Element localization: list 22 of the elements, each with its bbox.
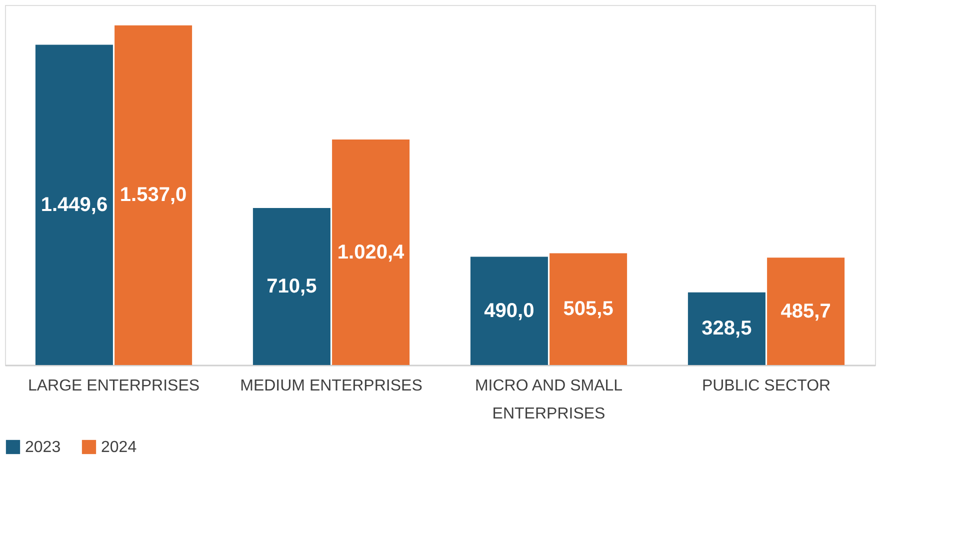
legend-label: 2024 — [101, 439, 137, 456]
data-label: 490,0 — [484, 300, 534, 322]
bar — [470, 256, 548, 365]
data-label: 710,5 — [266, 276, 317, 298]
bar — [114, 25, 192, 365]
bar — [252, 208, 330, 365]
bar — [550, 253, 628, 365]
bar — [688, 292, 766, 365]
x-tick-label: PUBLIC SECTOR — [702, 378, 831, 394]
bar — [332, 140, 410, 365]
data-label: 1.020,4 — [337, 241, 406, 264]
x-tick-label: MICRO AND SMALL ENTERPRISES — [474, 378, 623, 422]
data-label: 328,5 — [702, 318, 752, 340]
data-label: 485,7 — [780, 300, 831, 322]
data-label: 505,5 — [563, 298, 614, 320]
bar — [767, 258, 845, 365]
data-label: 1.449,6 — [40, 194, 108, 216]
legend-label: 2023 — [25, 439, 61, 456]
x-tick-label: MEDIUM ENTERPRISES — [240, 378, 422, 394]
data-label: 1.537,0 — [120, 184, 187, 206]
bar — [35, 44, 113, 365]
x-tick-label: LARGE ENTERPRISES — [28, 378, 200, 394]
